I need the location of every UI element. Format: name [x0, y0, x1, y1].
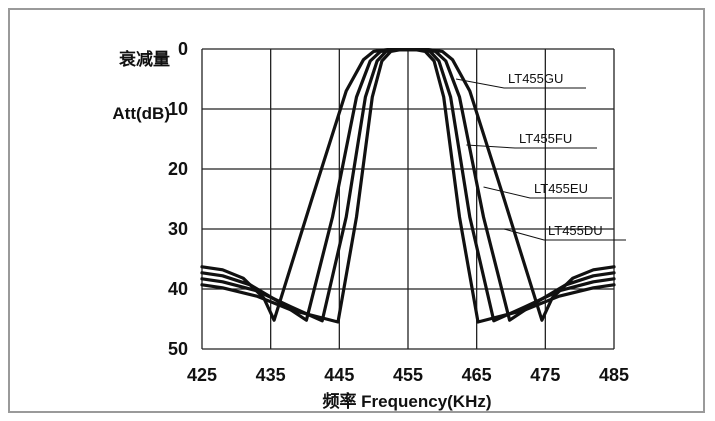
legend-pointer-lt455eu: [483, 186, 612, 199]
y-tick-50: 50: [168, 339, 188, 359]
x-tick-455: 455: [393, 365, 423, 385]
x-tick-435: 435: [256, 365, 286, 385]
legend-label-lt455du: LT455DU: [548, 223, 603, 238]
x-tick-425: 425: [187, 365, 217, 385]
x-tick-475: 475: [530, 365, 560, 385]
x-axis-label: 频率 Frequency(KHz): [322, 391, 491, 411]
series-lt455du: [200, 48, 616, 324]
x-tick-485: 485: [599, 365, 629, 385]
attenuation-chart: LT455GU LT455FU LT455EU LT455DU 0 10 20 30 40 50…: [112, 39, 629, 411]
y-tick-40: 40: [168, 279, 188, 299]
legend-pointer-lt455du: [504, 228, 626, 241]
curves: [200, 48, 616, 324]
legend-label-lt455gu: LT455GU: [508, 71, 563, 86]
chart-frame: LT455GU LT455FU LT455EU LT455DU 0 10 20 30 40 50…: [8, 8, 705, 413]
x-tick-445: 445: [324, 365, 354, 385]
legend-label-lt455fu: LT455FU: [519, 131, 572, 146]
y-tick-30: 30: [168, 219, 188, 239]
y-tick-10: 10: [168, 99, 188, 119]
y-axis-label-bottom: Att(dB): [112, 104, 170, 123]
legend-pointer-lt455fu: [466, 144, 597, 149]
x-tick-labels: 425 435 445 455 465 475 485: [187, 365, 629, 385]
y-tick-0: 0: [178, 39, 188, 59]
grid: [201, 48, 615, 350]
x-tick-465: 465: [462, 365, 492, 385]
y-axis-label-top: 衰减量: [118, 49, 170, 69]
legend: LT455GU LT455FU LT455EU LT455DU: [455, 71, 626, 241]
y-tick-labels: 0 10 20 30 40 50: [168, 39, 188, 359]
y-tick-20: 20: [168, 159, 188, 179]
legend-label-lt455eu: LT455EU: [534, 181, 588, 196]
legend-pointer-lt455gu: [455, 78, 586, 89]
